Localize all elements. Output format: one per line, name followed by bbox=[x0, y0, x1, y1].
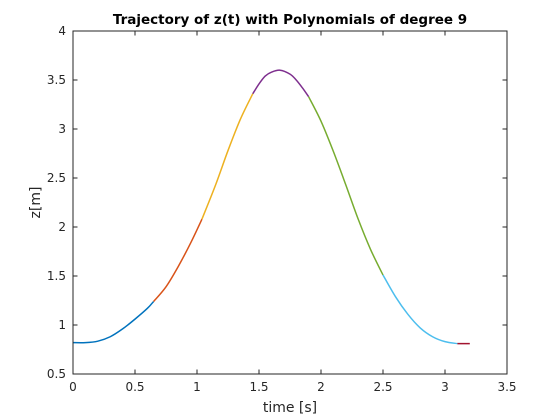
x-tick-label: 2.5 bbox=[373, 380, 392, 394]
tick-layer: 0 0.5 1 1.5 2 2.5 3 3.50.511.522.533.54 bbox=[47, 24, 517, 394]
series-layer bbox=[72, 69, 470, 345]
y-tick-label: 0.5 bbox=[47, 367, 66, 381]
x-tick-label: 1.5 bbox=[249, 380, 268, 394]
x-tick-label: 3.5 bbox=[497, 380, 516, 394]
y-tick-label: 2 bbox=[58, 220, 66, 234]
trajectory-segment-1 bbox=[72, 300, 155, 344]
plot-box bbox=[72, 30, 508, 375]
y-tick-label: 1 bbox=[58, 318, 66, 332]
y-axis-label: z[m] bbox=[28, 187, 44, 219]
trajectory-segment-3 bbox=[201, 93, 254, 220]
x-tick-label: 1 bbox=[193, 380, 201, 394]
y-tick-label: 3 bbox=[58, 122, 66, 136]
x-tick-label: 0 bbox=[69, 380, 77, 394]
y-tick-label: 3.5 bbox=[47, 73, 66, 87]
x-axis-label: time [s] bbox=[263, 400, 317, 416]
trajectory-segment-5 bbox=[307, 96, 384, 276]
plot-area bbox=[73, 31, 507, 374]
x-tick-label: 2 bbox=[317, 380, 325, 394]
x-tick-label: 0.5 bbox=[125, 380, 144, 394]
y-tick-label: 4 bbox=[58, 24, 66, 38]
trajectory-segment-6 bbox=[382, 274, 458, 345]
chart-title: Trajectory of z(t) with Polynomials of d… bbox=[113, 12, 467, 28]
y-tick-label: 2.5 bbox=[47, 171, 66, 185]
trajectory-segment-4 bbox=[252, 69, 310, 98]
y-tick-label: 1.5 bbox=[47, 269, 66, 283]
x-tick-label: 3 bbox=[441, 380, 449, 394]
trajectory-segment-2 bbox=[153, 218, 203, 302]
